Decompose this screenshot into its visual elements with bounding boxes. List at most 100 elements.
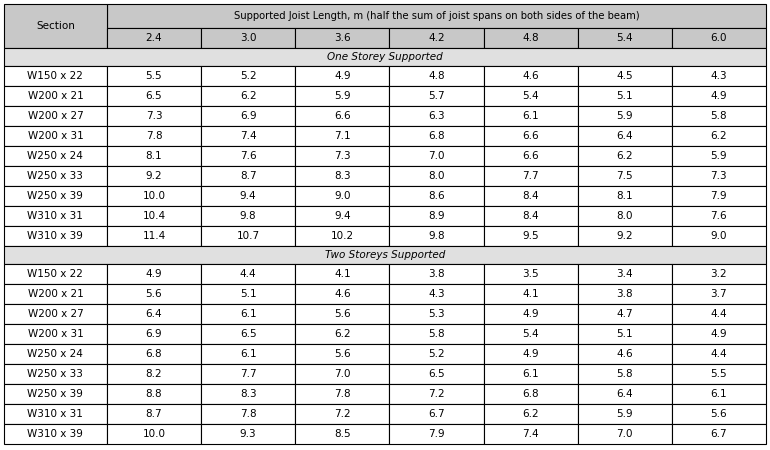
Bar xyxy=(484,226,578,246)
Text: 7.8: 7.8 xyxy=(239,409,256,419)
Bar xyxy=(107,106,201,126)
Bar xyxy=(672,364,766,384)
Bar xyxy=(390,404,484,424)
Bar xyxy=(295,166,390,186)
Text: 2.4: 2.4 xyxy=(146,33,162,43)
Bar xyxy=(4,304,107,324)
Bar xyxy=(295,226,390,246)
Text: 8.3: 8.3 xyxy=(239,389,256,399)
Text: 5.8: 5.8 xyxy=(428,329,445,339)
Bar xyxy=(484,146,578,166)
Bar xyxy=(484,424,578,444)
Text: 4.6: 4.6 xyxy=(522,71,539,81)
Bar xyxy=(672,404,766,424)
Text: 7.5: 7.5 xyxy=(617,171,633,181)
Bar xyxy=(390,86,484,106)
Bar xyxy=(107,424,201,444)
Bar xyxy=(201,146,295,166)
Text: 5.2: 5.2 xyxy=(239,71,256,81)
Bar xyxy=(578,226,672,246)
Bar xyxy=(295,264,390,284)
Text: 7.0: 7.0 xyxy=(334,369,350,379)
Bar xyxy=(107,264,201,284)
Bar xyxy=(484,284,578,304)
Text: 10.0: 10.0 xyxy=(142,191,166,201)
Bar xyxy=(672,126,766,146)
Bar xyxy=(295,146,390,166)
Bar xyxy=(578,284,672,304)
Bar xyxy=(390,106,484,126)
Text: W250 x 24: W250 x 24 xyxy=(28,349,83,359)
Bar xyxy=(295,206,390,226)
Bar xyxy=(484,364,578,384)
Text: 6.5: 6.5 xyxy=(146,91,162,101)
Bar xyxy=(484,86,578,106)
Text: 7.9: 7.9 xyxy=(711,191,727,201)
Bar xyxy=(484,206,578,226)
Text: 7.3: 7.3 xyxy=(146,111,162,121)
Text: 4.8: 4.8 xyxy=(428,71,445,81)
Bar xyxy=(672,206,766,226)
Bar xyxy=(578,166,672,186)
Bar xyxy=(4,126,107,146)
Text: 7.6: 7.6 xyxy=(711,211,727,221)
Bar xyxy=(107,226,201,246)
Text: W200 x 27: W200 x 27 xyxy=(28,111,83,121)
Bar xyxy=(295,324,390,344)
Text: 7.9: 7.9 xyxy=(428,429,445,439)
Bar xyxy=(107,284,201,304)
Text: 4.8: 4.8 xyxy=(522,33,539,43)
Text: 6.6: 6.6 xyxy=(522,151,539,161)
Text: 8.1: 8.1 xyxy=(146,151,162,161)
Text: 6.5: 6.5 xyxy=(428,369,445,379)
Text: 7.7: 7.7 xyxy=(239,369,256,379)
Text: 10.4: 10.4 xyxy=(142,211,166,221)
Text: W200 x 31: W200 x 31 xyxy=(28,131,83,141)
Bar xyxy=(295,344,390,364)
Text: 7.0: 7.0 xyxy=(617,429,633,439)
Text: W150 x 22: W150 x 22 xyxy=(28,71,83,81)
Bar xyxy=(201,404,295,424)
Bar xyxy=(4,324,107,344)
Bar xyxy=(201,86,295,106)
Text: 8.0: 8.0 xyxy=(428,171,445,181)
Bar xyxy=(201,364,295,384)
Text: 5.4: 5.4 xyxy=(617,33,633,43)
Bar xyxy=(672,106,766,126)
Text: 9.4: 9.4 xyxy=(239,191,256,201)
Bar xyxy=(390,126,484,146)
Bar xyxy=(484,126,578,146)
Text: 6.8: 6.8 xyxy=(146,349,162,359)
Text: 4.7: 4.7 xyxy=(617,309,633,319)
Bar xyxy=(4,106,107,126)
Bar xyxy=(484,106,578,126)
Bar xyxy=(201,226,295,246)
Text: 6.2: 6.2 xyxy=(239,91,256,101)
Text: 5.6: 5.6 xyxy=(334,349,350,359)
Bar xyxy=(672,324,766,344)
Bar xyxy=(578,344,672,364)
Bar xyxy=(672,66,766,86)
Bar xyxy=(4,4,107,48)
Text: 4.4: 4.4 xyxy=(711,309,727,319)
Bar xyxy=(4,66,107,86)
Bar xyxy=(4,226,107,246)
Text: 3.4: 3.4 xyxy=(617,269,633,279)
Text: 6.6: 6.6 xyxy=(334,111,350,121)
Bar xyxy=(4,424,107,444)
Bar xyxy=(390,146,484,166)
Bar xyxy=(295,424,390,444)
Bar xyxy=(578,206,672,226)
Text: 3.2: 3.2 xyxy=(711,269,727,279)
Bar xyxy=(4,186,107,206)
Bar xyxy=(578,86,672,106)
Bar xyxy=(390,186,484,206)
Text: 6.9: 6.9 xyxy=(146,329,162,339)
Bar xyxy=(672,424,766,444)
Text: 4.9: 4.9 xyxy=(711,91,727,101)
Bar xyxy=(201,126,295,146)
Text: 7.1: 7.1 xyxy=(334,131,350,141)
Text: 5.5: 5.5 xyxy=(711,369,727,379)
Text: W250 x 24: W250 x 24 xyxy=(28,151,83,161)
Bar xyxy=(578,106,672,126)
